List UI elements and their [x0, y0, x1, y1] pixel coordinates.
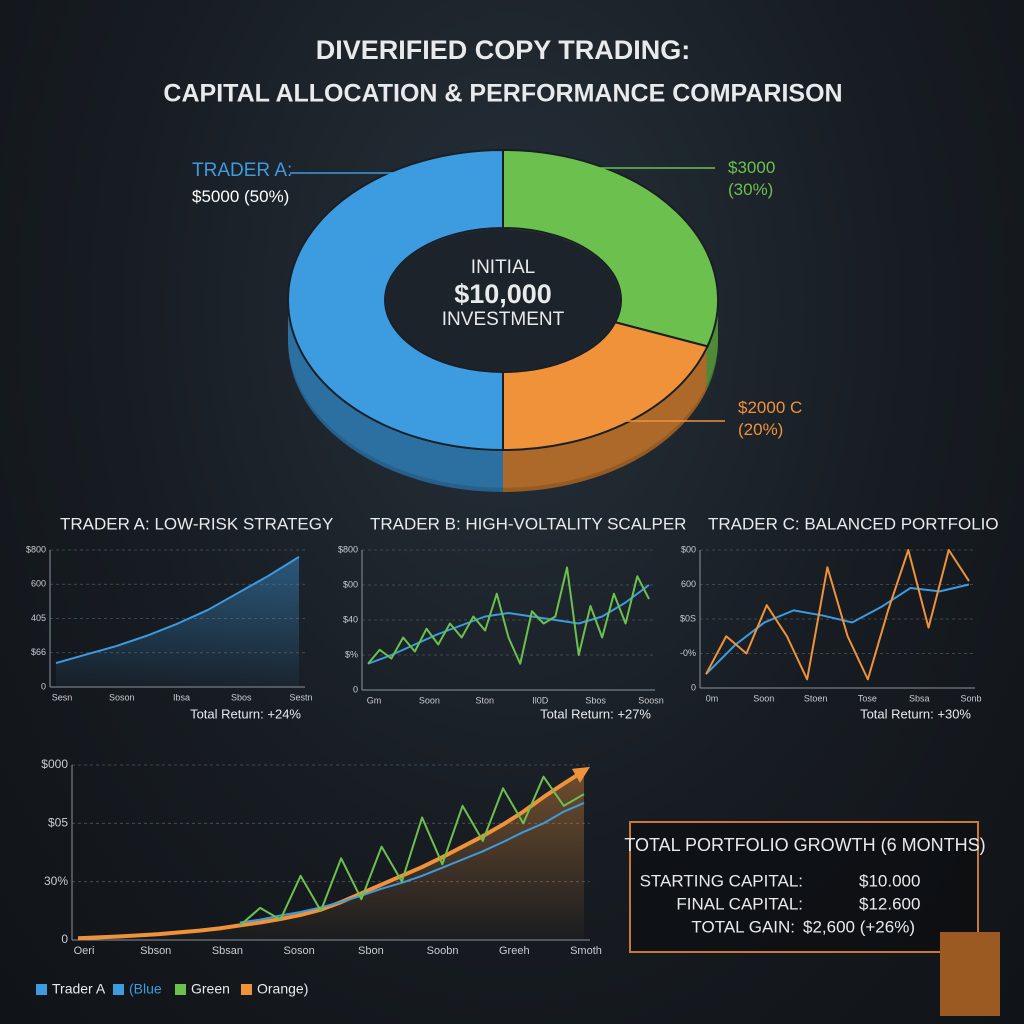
center-text: $10,000	[454, 279, 552, 309]
line-area	[78, 770, 584, 940]
y-tick-label: 0	[61, 932, 68, 946]
summary-value: $12.600	[859, 894, 920, 913]
corner-block	[940, 932, 1000, 1016]
chart-title: TRADER B: HIGH-VOLTALITY SCALPER	[370, 514, 686, 533]
summary-box	[629, 821, 979, 953]
y-tick-label: 0	[353, 684, 358, 694]
line	[239, 775, 585, 927]
y-tick-label: $0S	[680, 613, 696, 623]
x-tick-label: Sestn	[289, 692, 312, 702]
line	[367, 584, 650, 665]
y-tick-label: 30%	[44, 874, 68, 888]
x-tick-label: Smoth	[570, 945, 602, 957]
donut-hole	[386, 229, 620, 371]
x-tick-label: Soobn	[427, 945, 459, 957]
summary-title: TOTAL PORTFOLIO GROWTH (6 MONTHS)	[624, 835, 985, 855]
slice-value: $2000 C (20%)	[738, 398, 803, 439]
y-tick-label: $00	[343, 579, 358, 589]
line	[55, 556, 300, 664]
x-tick-label: Il0D	[532, 695, 549, 705]
summary-value: $10.000	[859, 871, 920, 890]
slice-value: $5000 (50%)	[192, 187, 290, 206]
x-tick-label: Soon	[419, 695, 440, 705]
x-tick-label: Sbsan	[212, 945, 243, 957]
x-tick-label: Soson	[284, 945, 315, 957]
summary-key: STARTING CAPITAL:	[640, 871, 803, 890]
slice	[502, 321, 709, 452]
legend-label: Orange)	[257, 981, 308, 997]
total-return: Total Return: +30%	[860, 706, 971, 721]
legend-swatch	[241, 984, 252, 995]
total-return: Total Return: +24%	[190, 706, 301, 721]
legend-label: Trader A	[52, 981, 106, 997]
y-tick-label: $800	[338, 544, 358, 554]
x-tick-label: Oeri	[74, 945, 95, 957]
x-tick-label: 0m	[706, 693, 719, 703]
legend-swatch	[175, 984, 186, 995]
chart-title: TRADER A: LOW-RISK STRATEGY	[60, 514, 333, 533]
x-tick-label: Ston	[476, 695, 495, 705]
y-tick-label: 600	[31, 579, 46, 589]
total-return: Total Return: +27%	[540, 706, 651, 721]
line	[705, 583, 970, 675]
y-tick-label: $66	[31, 647, 46, 657]
slice	[287, 148, 504, 452]
line-area	[56, 556, 299, 687]
legend-swatch	[113, 984, 124, 995]
legend-label: (Blue	[129, 981, 162, 997]
x-tick-label: Sbos	[585, 695, 606, 705]
y-tick-label: $40	[343, 614, 358, 624]
x-tick-label: Soson	[109, 692, 135, 702]
x-tick-label: Tose	[858, 693, 877, 703]
x-tick-label: Sbos	[231, 692, 252, 702]
x-tick-label: Stoen	[804, 693, 828, 703]
line	[705, 549, 970, 681]
summary-key: TOTAL GAIN:	[691, 917, 795, 936]
x-tick-label: Greeh	[499, 945, 530, 957]
slice-value: $3000 (30%)	[728, 158, 776, 199]
summary-value: $2,600 (+26%)	[803, 917, 915, 936]
y-tick-label: $05	[48, 816, 68, 830]
center-text: INITIAL	[471, 257, 535, 278]
summary-key: FINAL CAPITAL:	[676, 894, 803, 913]
title-line: CAPITAL ALLOCATION & PERFORMANCE COMPARI…	[163, 80, 842, 108]
slice	[502, 148, 719, 348]
x-tick-label: Soon	[753, 693, 774, 703]
y-tick-label: $%	[345, 649, 358, 659]
line	[367, 566, 650, 665]
x-tick-label: Ibsa	[173, 692, 190, 702]
y-tick-label: $800	[26, 544, 46, 554]
arrow-head	[572, 766, 590, 783]
x-tick-label: Soosn	[638, 695, 664, 705]
y-tick-label: $00	[681, 544, 696, 554]
legend-swatch	[36, 984, 47, 995]
leader-dot	[564, 164, 572, 172]
y-tick-label: 600	[681, 579, 696, 589]
y-tick-label: 0	[691, 682, 696, 692]
leader-dot	[428, 169, 436, 177]
y-tick-label: $000	[41, 757, 68, 771]
title-line: DIVERIFIED COPY TRADING:	[316, 35, 691, 65]
leader-dot	[592, 417, 600, 425]
x-tick-label: Gm	[367, 695, 382, 705]
x-tick-label: Sesn	[52, 692, 73, 702]
y-tick-label: 0	[41, 681, 46, 691]
slice-label: TRADER A:	[192, 160, 293, 181]
x-tick-label: Sbson	[140, 945, 171, 957]
x-tick-label: Sbon	[358, 945, 384, 957]
legend-label: Green	[191, 981, 230, 997]
line	[239, 801, 585, 924]
line	[77, 769, 586, 941]
chart-title: TRADER C: BALANCED PORTFOLIO	[708, 514, 999, 533]
x-tick-label: Sonb	[960, 693, 981, 703]
y-tick-label: 405	[31, 613, 46, 623]
x-tick-label: Sbsa	[909, 693, 930, 703]
y-tick-label: -0%	[680, 648, 696, 658]
center-text: INVESTMENT	[442, 309, 565, 330]
